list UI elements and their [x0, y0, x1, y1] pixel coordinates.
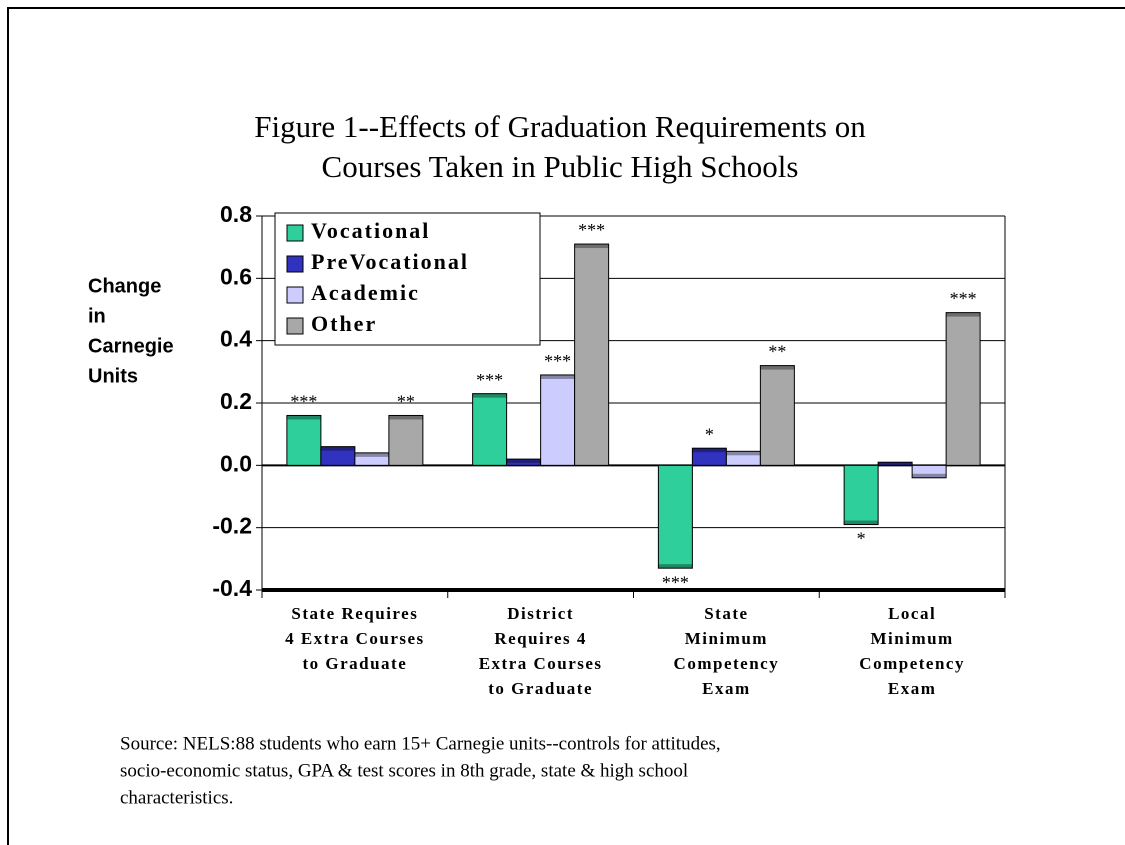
bar-cap — [320, 446, 355, 451]
bar-cap — [286, 415, 321, 420]
bar-cap — [878, 462, 913, 466]
significance-label: *** — [662, 572, 689, 592]
x-tick-label: Competency — [674, 654, 780, 673]
frame — [7, 7, 1125, 845]
legend — [274, 212, 541, 346]
x-tick-label: Extra Courses — [479, 654, 603, 673]
bar — [472, 393, 508, 466]
bar-cap — [692, 448, 727, 453]
source-note: Source: NELS:88 students who earn 15+ Ca… — [120, 733, 721, 754]
source-note: socio-economic status, GPA & test scores… — [120, 760, 688, 781]
x-tick-label: Minimum — [685, 629, 768, 648]
bar — [540, 374, 576, 466]
significance-label: *** — [290, 392, 317, 412]
bar — [945, 312, 981, 466]
significance-label: *** — [578, 220, 605, 240]
x-tick-label: 4 Extra Courses — [285, 629, 425, 648]
chart-title: Figure 1--Effects of Graduation Requirem… — [254, 109, 866, 144]
y-axis-label: Change — [88, 275, 161, 297]
y-tick-label: 0.2 — [220, 388, 252, 414]
bar-cap — [472, 393, 507, 398]
bar-cap — [574, 244, 609, 249]
legend-swatch — [286, 255, 304, 273]
x-tick-label: to Graduate — [488, 679, 593, 698]
legend-swatch — [286, 224, 304, 242]
legend-label: Vocational — [311, 218, 430, 243]
source-note: characteristics. — [120, 787, 233, 808]
bar-cap — [506, 459, 541, 464]
x-tick-label: Minimum — [871, 629, 954, 648]
bar — [286, 414, 322, 466]
bar-cap — [946, 312, 981, 317]
y-tick-label: -0.4 — [212, 575, 252, 601]
significance-label: ** — [768, 342, 786, 362]
bar-cap — [388, 415, 423, 420]
bar-cap — [540, 374, 575, 379]
bar-cap — [658, 564, 693, 569]
x-tick-label: Competency — [859, 654, 965, 673]
legend-swatch — [286, 286, 304, 304]
x-tick-label: Local — [888, 604, 936, 623]
legend-label: Other — [311, 311, 377, 336]
y-axis-label: Units — [88, 365, 138, 387]
bar-cap — [726, 451, 761, 456]
bar-cap — [912, 473, 947, 478]
legend-swatch — [286, 317, 304, 335]
bar — [843, 464, 879, 526]
bar-cap — [354, 452, 389, 457]
bar — [911, 464, 947, 479]
significance-label: *** — [544, 351, 571, 371]
x-tick-label: Requires 4 — [494, 629, 587, 648]
significance-label: *** — [950, 289, 977, 309]
chart-title: Courses Taken in Public High Schools — [322, 149, 799, 184]
significance-label: * — [705, 424, 714, 444]
y-tick-label: -0.2 — [212, 513, 252, 539]
bar — [574, 243, 610, 466]
bar — [388, 414, 424, 466]
x-tick-label: to Graduate — [302, 654, 407, 673]
bar — [877, 461, 913, 466]
y-axis-label: in — [88, 305, 106, 327]
bar — [759, 365, 795, 466]
x-tick-label: District — [507, 604, 574, 623]
x-tick-label: Exam — [702, 679, 751, 698]
x-tick-label: State Requires — [291, 604, 418, 623]
y-tick-label: 0.6 — [220, 263, 252, 289]
y-tick-label: 0.4 — [220, 326, 252, 352]
x-tick-label: State — [704, 604, 748, 623]
legend-label: PreVocational — [311, 249, 469, 274]
bar — [657, 464, 693, 569]
significance-label: *** — [476, 370, 503, 390]
significance-label: ** — [397, 392, 415, 412]
x-tick-label: Exam — [888, 679, 937, 698]
y-tick-label: 0.0 — [220, 450, 252, 476]
bar-cap — [760, 365, 795, 370]
legend-label: Academic — [311, 280, 420, 305]
bar-cap — [844, 520, 879, 525]
y-axis-label: Carnegie — [88, 335, 174, 357]
y-tick-label: 0.8 — [220, 201, 252, 227]
significance-label: * — [857, 529, 866, 549]
